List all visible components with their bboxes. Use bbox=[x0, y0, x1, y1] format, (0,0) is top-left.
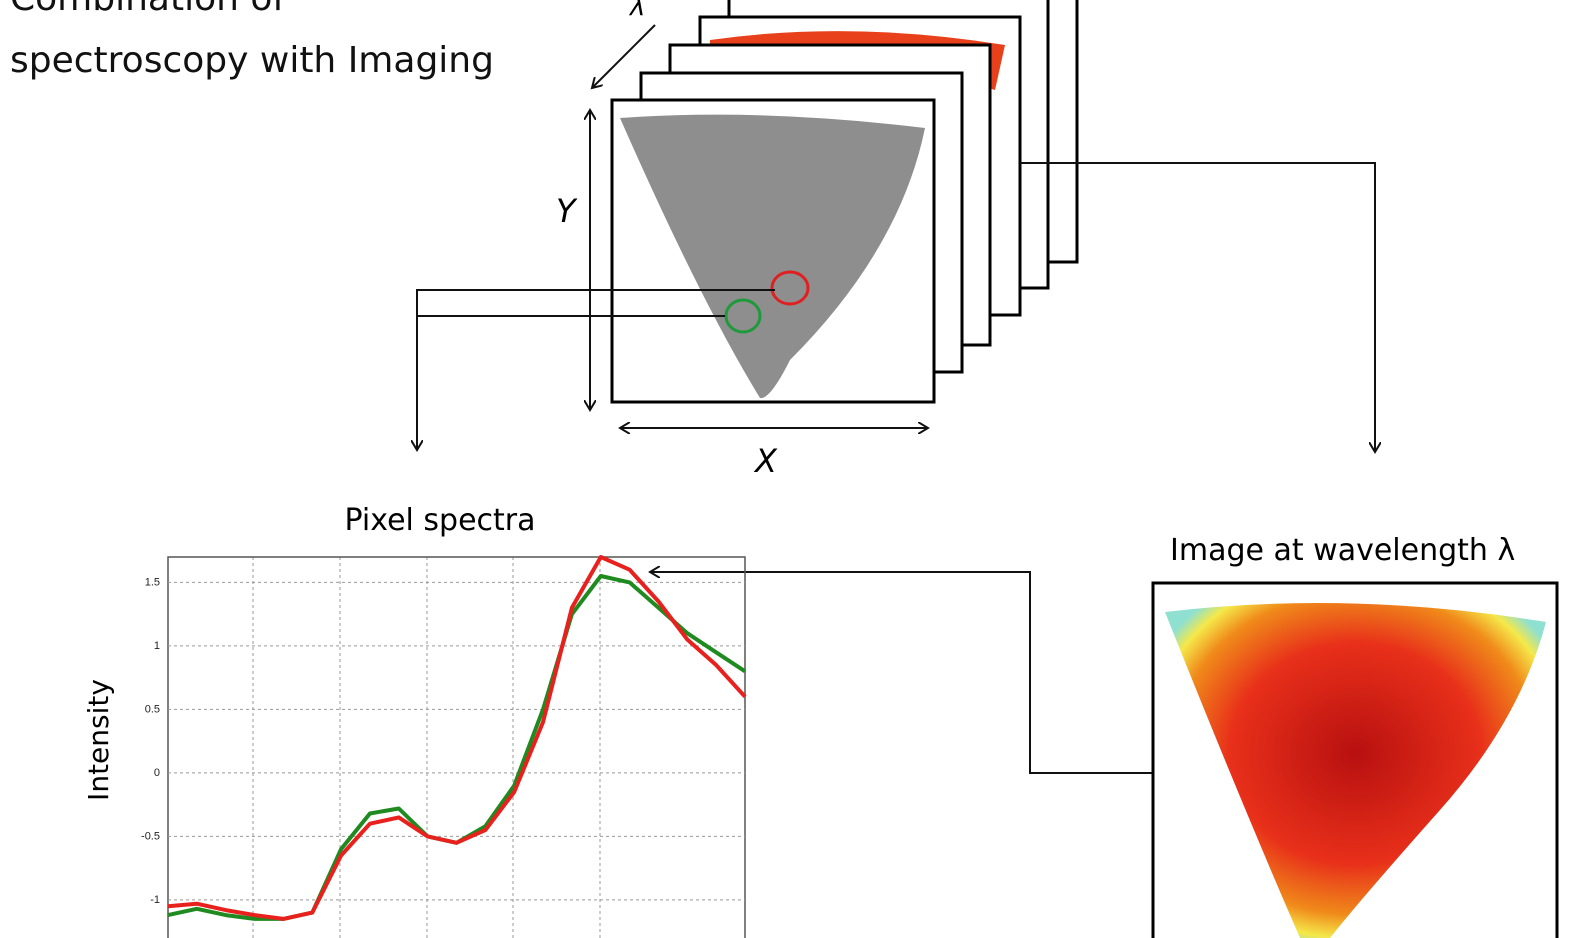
title-line: Combination of bbox=[10, 0, 286, 19]
image-title: Image at wavelength λ bbox=[1170, 533, 1515, 568]
plot-frame bbox=[168, 557, 745, 938]
y-tick-label: 0 bbox=[154, 767, 160, 779]
spectrum-line bbox=[168, 557, 745, 919]
spectrum-line bbox=[168, 576, 745, 919]
diagram: Combination of spectroscopy with Imaging… bbox=[0, 0, 1588, 938]
y-tick-label: -0.5 bbox=[141, 830, 160, 842]
y-tick-label: -1 bbox=[150, 894, 160, 906]
y-tick-label: 1.5 bbox=[145, 576, 160, 588]
lambda-label: λ bbox=[628, 0, 645, 22]
chart-title: Pixel spectra bbox=[344, 503, 535, 538]
y-axis-label: Intensity bbox=[82, 679, 115, 801]
y-tick-label: 1 bbox=[154, 640, 160, 652]
spectra-chart: Pixel spectra Intensity 1.5 1 0.5 0 -0.5 -1 bbox=[82, 503, 745, 938]
cube: λ Y X bbox=[556, 0, 1077, 480]
y-label: Y bbox=[556, 192, 578, 230]
y-tick-label: 0.5 bbox=[145, 703, 160, 715]
x-label: X bbox=[753, 442, 778, 480]
title-line: spectroscopy with Imaging bbox=[10, 40, 494, 81]
